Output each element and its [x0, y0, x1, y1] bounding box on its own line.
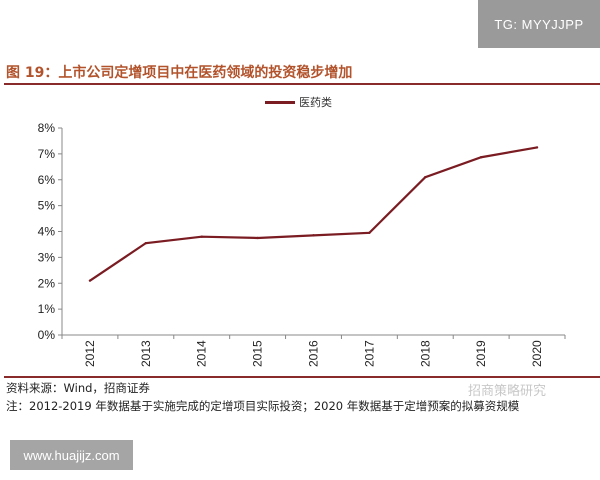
y-tick-label: 0%: [38, 328, 56, 342]
x-tick-label: 2017: [362, 340, 376, 367]
x-tick-label: 2014: [195, 340, 209, 367]
data-point: [424, 175, 427, 179]
x-tick-label: 2018: [418, 340, 432, 367]
x-tick-label: 2016: [307, 340, 321, 367]
note-text: 注：2012-2019 年数据基于实施完成的定增项目实际投资；2020 年数据基…: [6, 399, 520, 413]
site-watermark: www.huajijz.com: [10, 440, 133, 470]
legend: 医药类: [265, 94, 332, 110]
data-point: [144, 241, 148, 245]
series-line: [89, 146, 538, 282]
legend-swatch: [265, 100, 295, 104]
footer-divider: [4, 376, 600, 378]
title-divider: [4, 83, 600, 85]
x-tick-label: 2013: [139, 340, 153, 367]
data-point: [535, 146, 539, 149]
data-point: [312, 234, 315, 237]
x-tick-label: 2020: [530, 340, 544, 367]
data-point: [256, 236, 259, 240]
brand-watermark: 招商策略研究: [468, 384, 547, 399]
y-tick-label: 3%: [38, 250, 56, 264]
source-text: 资料来源：Wind，招商证券: [6, 381, 150, 395]
x-tick-label: 2012: [83, 340, 97, 367]
y-tick-label: 7%: [38, 147, 56, 161]
y-tick-label: 4%: [38, 225, 56, 239]
line-chart: 0% 1% 2% 3% 4% 5% 6% 7% 8% 2012 2013 2014 2015 2016 20…: [38, 121, 566, 367]
y-tick-label: 2%: [38, 276, 56, 290]
y-tick-label: 8%: [38, 121, 56, 135]
legend-label: 医药类: [299, 96, 332, 109]
tg-watermark: TG: MYYJJPP: [478, 0, 600, 48]
data-point: [368, 231, 371, 234]
data-point: [479, 156, 483, 159]
y-tick-label: 6%: [38, 173, 56, 187]
x-tick-label: 2015: [251, 340, 265, 367]
x-tick-label: 2019: [474, 340, 488, 367]
y-tick-label: 1%: [38, 302, 56, 316]
data-point: [88, 279, 92, 282]
y-tick-label: 5%: [38, 199, 56, 213]
data-point: [200, 235, 203, 238]
chart-title: 图 19：上市公司定增项目中在医药领域的投资稳步增加: [6, 65, 353, 81]
